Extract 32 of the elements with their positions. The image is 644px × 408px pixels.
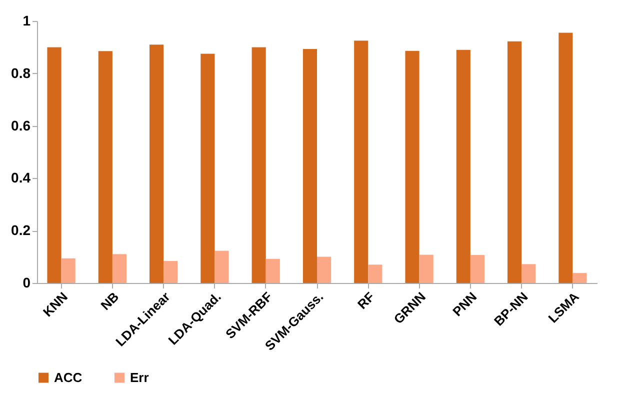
bar <box>266 258 280 283</box>
x-tick-label: NB <box>98 289 122 313</box>
legend-label: Err <box>130 370 149 385</box>
bar <box>47 47 62 283</box>
y-tick-label: 0.4 <box>11 170 31 186</box>
bar <box>558 32 573 283</box>
bar <box>302 49 317 283</box>
bar <box>354 40 368 283</box>
y-tick-label: 0 <box>22 274 31 290</box>
bar <box>150 44 164 283</box>
bar <box>61 258 76 283</box>
bar <box>470 254 484 283</box>
y-tick-label: 0.6 <box>11 117 31 134</box>
bar <box>456 50 470 283</box>
bar <box>164 260 178 283</box>
bar <box>508 41 522 283</box>
legend-label: ACC <box>54 370 83 385</box>
bar <box>405 50 420 283</box>
y-tick-label: 0.2 <box>11 222 31 238</box>
bar <box>214 250 229 283</box>
bar <box>572 273 587 283</box>
bar <box>317 256 332 283</box>
bar <box>419 254 434 283</box>
bar <box>368 264 382 283</box>
y-tick-label: 0.8 <box>11 64 31 81</box>
x-tick-label: RF <box>354 289 378 312</box>
bar <box>98 51 112 283</box>
bar <box>522 264 536 283</box>
bar <box>112 254 126 283</box>
bar <box>252 47 266 283</box>
bar <box>200 54 215 283</box>
y-tick-label: 1 <box>22 12 31 28</box>
